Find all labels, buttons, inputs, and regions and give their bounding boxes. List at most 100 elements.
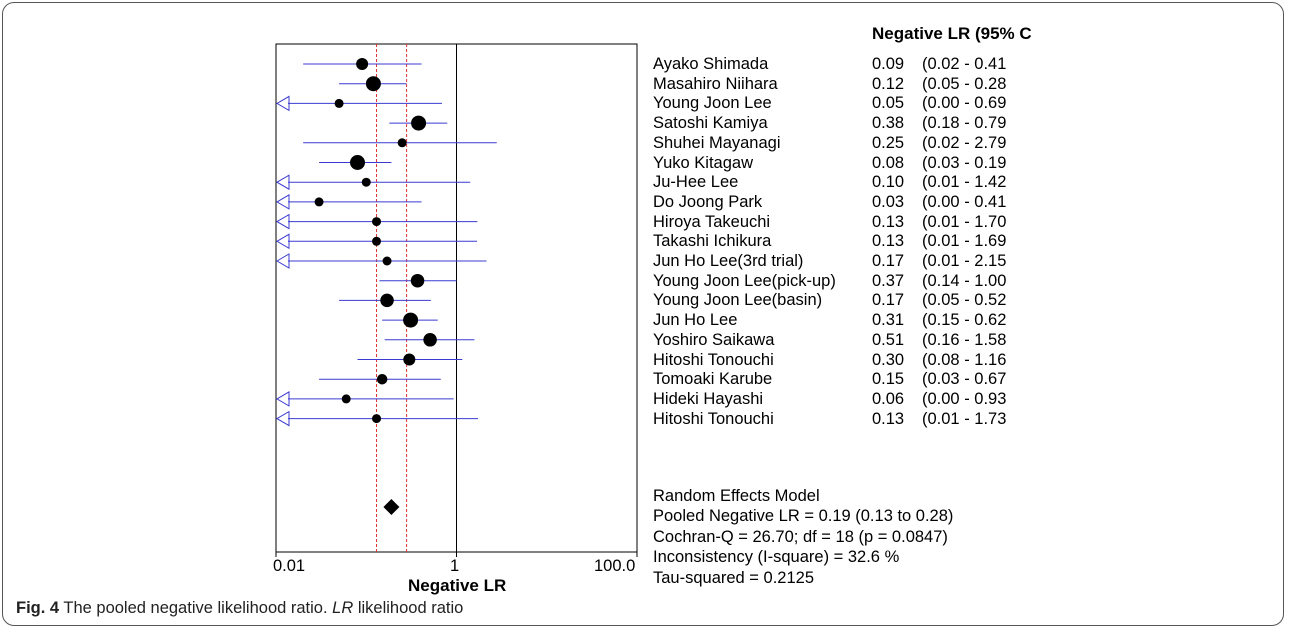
study-name: Yoshiro Saikawa	[653, 330, 775, 349]
study-name: Ayako Shimada	[653, 55, 769, 73]
ci-truncation-arrow	[276, 95, 290, 112]
x-tick-label: 0.01	[273, 557, 306, 575]
study-name: Young Joon Lee(basin)	[653, 291, 823, 310]
study-ci-value: (0.00 - 0.93	[922, 389, 1007, 408]
column-header: Negative LR (95% C	[872, 24, 1032, 43]
study-lr-value: 0.30	[872, 350, 905, 369]
ci-truncation-arrow	[276, 194, 290, 210]
summary-line: Random Effects Model	[653, 487, 820, 505]
study-lr-value: 0.06	[872, 389, 905, 408]
study-lr-value: 0.10	[872, 173, 905, 192]
study-ci-value: (0.01 - 1.73	[922, 409, 1007, 428]
study-ci-value: (0.03 - 0.67	[922, 370, 1007, 389]
caption-text-end: likelihood ratio	[353, 599, 464, 617]
figure-frame	[2, 2, 1284, 626]
caption-text: The pooled negative likelihood ratio.	[59, 599, 333, 617]
study-lr-value: 0.03	[872, 192, 905, 211]
study-lr-value: 0.13	[872, 232, 905, 251]
study-name: Satoshi Kamiya	[653, 114, 768, 133]
study-lr-value: 0.15	[872, 370, 905, 389]
study-ci-value: (0.08 - 1.16	[922, 350, 1007, 369]
point-estimate	[397, 138, 407, 148]
study-name: Young Joon Lee(pick-up)	[653, 271, 836, 290]
point-estimate	[403, 353, 416, 366]
point-estimate	[372, 217, 382, 227]
point-estimate	[423, 333, 437, 347]
point-estimate	[365, 76, 381, 92]
study-lr-value: 0.17	[872, 252, 905, 270]
study-name: Tomoaki Karube	[653, 370, 773, 389]
point-estimate	[410, 273, 425, 288]
study-name: Masahiro Niihara	[653, 74, 778, 93]
ci-truncation-arrow	[276, 253, 290, 269]
caption-abbr: LR	[332, 599, 354, 617]
ci-truncation-arrow	[276, 174, 290, 191]
summary-line: Cochran-Q = 26.70; df = 18 (p = 0.0847)	[653, 527, 948, 546]
point-estimate	[376, 373, 388, 385]
point-estimate	[341, 394, 351, 404]
study-ci-value: (0.01 - 1.42	[922, 173, 1007, 192]
point-estimate	[356, 58, 369, 70]
point-estimate	[314, 197, 324, 207]
summary-line: Inconsistency (I-square) = 32.6 %	[653, 548, 900, 567]
study-name: Do Joong Park	[653, 192, 763, 211]
study-lr-value: 0.31	[872, 311, 905, 330]
study-name: Hitoshi Tonouchi	[653, 409, 774, 428]
point-estimate	[380, 293, 394, 308]
study-lr-value: 0.08	[872, 153, 905, 172]
figure-caption: Fig. 4 The pooled negative likelihood ra…	[16, 599, 463, 618]
study-name: Yuko Kitagaw	[653, 153, 753, 172]
caption-label: Fig. 4	[16, 599, 60, 617]
study-lr-value: 0.37	[872, 271, 905, 290]
x-axis-title: Negative LR	[408, 576, 507, 595]
study-name: Ju-Hee Lee	[653, 173, 739, 192]
study-lr-value: 0.51	[872, 330, 905, 349]
study-name: Young Joon Lee	[653, 94, 772, 113]
point-estimate	[403, 312, 419, 328]
summary-line: Pooled Negative LR = 0.19 (0.13 to 0.28)	[653, 507, 954, 526]
study-ci-value: (0.00 - 0.69	[922, 94, 1007, 113]
study-ci-value: (0.14 - 1.00	[922, 271, 1007, 290]
study-lr-value: 0.38	[872, 114, 905, 133]
ci-truncation-arrow	[276, 233, 290, 250]
x-tick-label: 1	[450, 557, 460, 575]
study-lr-value: 0.17	[872, 291, 905, 310]
point-estimate	[361, 177, 371, 187]
study-ci-value: (0.18 - 0.79	[922, 114, 1007, 133]
study-ci-value: (0.03 - 0.19	[922, 153, 1007, 172]
study-lr-value: 0.13	[872, 409, 905, 428]
study-ci-value: (0.02 - 0.41	[922, 55, 1007, 73]
study-ci-value: (0.05 - 0.28	[922, 74, 1007, 93]
study-ci-value: (0.02 - 2.79	[922, 133, 1007, 152]
study-name: Takashi Ichikura	[653, 232, 772, 251]
point-estimate	[382, 256, 392, 266]
study-lr-value: 0.05	[872, 94, 905, 113]
study-ci-value: (0.01 - 2.15	[922, 252, 1007, 270]
summary-line: Tau-squared = 0.2125	[653, 568, 814, 587]
study-name: Jun Ho Lee	[653, 311, 738, 330]
study-name: Hiroya Takeuchi	[653, 212, 771, 231]
point-estimate	[372, 414, 382, 424]
study-ci-value: (0.15 - 0.62	[922, 311, 1007, 330]
ci-truncation-arrow	[276, 391, 290, 407]
study-lr-value: 0.09	[872, 55, 905, 73]
pooled-estimate-diamond	[383, 499, 400, 515]
study-name: Hitoshi Tonouchi	[653, 350, 774, 369]
study-name: Shuhei Mayanagi	[653, 133, 781, 152]
study-lr-value: 0.12	[872, 74, 905, 93]
point-estimate	[411, 115, 427, 131]
study-ci-value: (0.01 - 1.69	[922, 232, 1007, 251]
ci-truncation-arrow	[276, 410, 290, 427]
study-lr-value: 0.25	[872, 133, 905, 152]
summary-block: Random Effects Model Pooled Negative LR …	[653, 486, 953, 588]
x-tick-label: 100.0	[594, 557, 636, 575]
study-name: Hideki Hayashi	[653, 389, 764, 408]
study-lr-value: 0.13	[872, 212, 905, 231]
point-estimate	[350, 155, 366, 170]
study-ci-value: (0.01 - 1.70	[922, 212, 1007, 231]
point-estimate	[372, 236, 382, 246]
ci-truncation-arrow	[276, 213, 290, 230]
study-ci-value: (0.16 - 1.58	[922, 330, 1007, 349]
point-estimate	[334, 98, 344, 108]
